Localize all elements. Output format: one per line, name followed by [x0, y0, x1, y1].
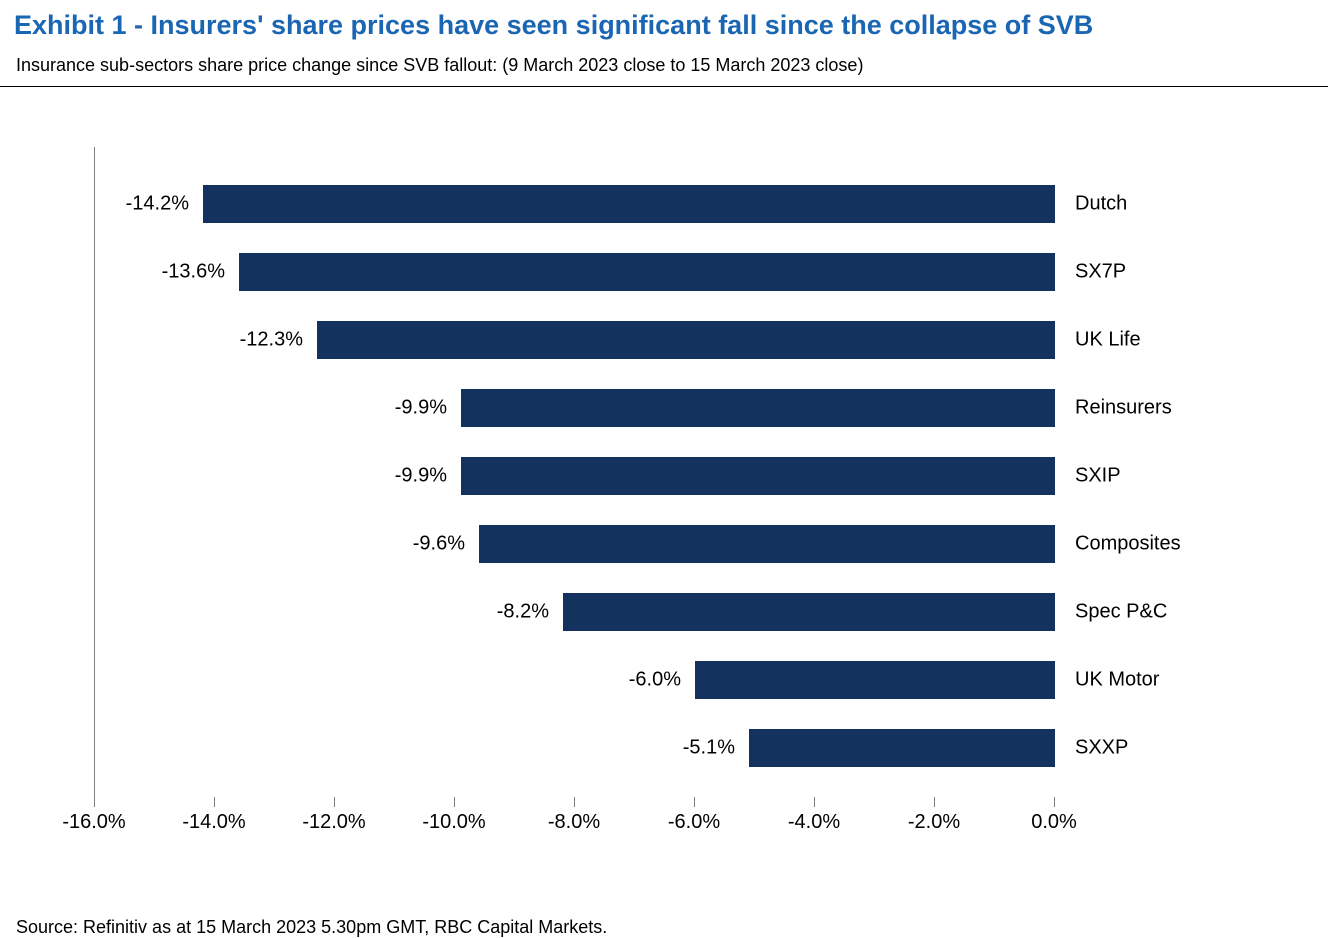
x-tick-label: -14.0%: [182, 811, 245, 834]
bar-row: -12.3%UK Life: [95, 321, 1055, 359]
x-tick-mark: [574, 797, 575, 807]
x-tick-mark: [814, 797, 815, 807]
bar: [317, 321, 1055, 359]
category-label: SXIP: [1075, 465, 1121, 488]
value-label: -5.1%: [683, 737, 735, 760]
bar: [749, 729, 1055, 767]
x-tick-label: -8.0%: [548, 811, 600, 834]
x-tick-mark: [694, 797, 695, 807]
source-text: Source: Refinitiv as at 15 March 2023 5.…: [16, 917, 1314, 938]
x-tick-mark: [454, 797, 455, 807]
bar-row: -9.9%Reinsurers: [95, 389, 1055, 427]
x-tick-label: 0.0%: [1031, 811, 1077, 834]
value-label: -14.2%: [126, 193, 189, 216]
bar-row: -5.1%SXXP: [95, 729, 1055, 767]
x-tick-label: -16.0%: [62, 811, 125, 834]
value-label: -12.3%: [240, 329, 303, 352]
bar-row: -9.9%SXIP: [95, 457, 1055, 495]
x-tick-mark: [334, 797, 335, 807]
plot-area: -14.2%Dutch -13.6%SX7P -12.3%UK Life -9.9%R…: [94, 147, 1055, 797]
chart-title: Exhibit 1 - Insurers' share prices have …: [14, 10, 1314, 41]
bar-row: -6.0%UK Motor: [95, 661, 1055, 699]
bar-row: -9.6%Composites: [95, 525, 1055, 563]
bar: [203, 185, 1055, 223]
bar: [461, 457, 1055, 495]
x-tick-label: -2.0%: [908, 811, 960, 834]
value-label: -9.6%: [413, 533, 465, 556]
category-label: Composites: [1075, 533, 1181, 556]
x-tick-label: -4.0%: [788, 811, 840, 834]
bar-row: -13.6%SX7P: [95, 253, 1055, 291]
x-tick-label: -6.0%: [668, 811, 720, 834]
x-tick-mark: [94, 797, 95, 807]
value-label: -8.2%: [497, 601, 549, 624]
value-label: -9.9%: [395, 465, 447, 488]
value-label: -13.6%: [162, 261, 225, 284]
chart-subtitle: Insurance sub-sectors share price change…: [16, 55, 1314, 76]
category-label: Dutch: [1075, 193, 1127, 216]
bar: [695, 661, 1055, 699]
x-tick-mark: [1054, 797, 1055, 807]
value-label: -6.0%: [629, 669, 681, 692]
bar: [479, 525, 1055, 563]
category-label: UK Motor: [1075, 669, 1159, 692]
category-label: SXXP: [1075, 737, 1128, 760]
x-axis: -16.0%-14.0%-12.0%-10.0%-8.0%-6.0%-4.0%-…: [94, 797, 1054, 847]
chart: -14.2%Dutch-13.6%SX7P-12.3%UK Life-9.9%R…: [14, 147, 1314, 847]
bar: [563, 593, 1055, 631]
x-tick-label: -10.0%: [422, 811, 485, 834]
x-tick-mark: [934, 797, 935, 807]
bar-row: -8.2%Spec P&C: [95, 593, 1055, 631]
value-label: -9.9%: [395, 397, 447, 420]
bar: [239, 253, 1055, 291]
category-label: Reinsurers: [1075, 397, 1172, 420]
category-label: UK Life: [1075, 329, 1141, 352]
x-tick-mark: [214, 797, 215, 807]
category-label: SX7P: [1075, 261, 1126, 284]
bar-row: -14.2%Dutch: [95, 185, 1055, 223]
category-label: Spec P&C: [1075, 601, 1167, 624]
header-rule: [0, 86, 1328, 87]
bar: [461, 389, 1055, 427]
x-tick-label: -12.0%: [302, 811, 365, 834]
